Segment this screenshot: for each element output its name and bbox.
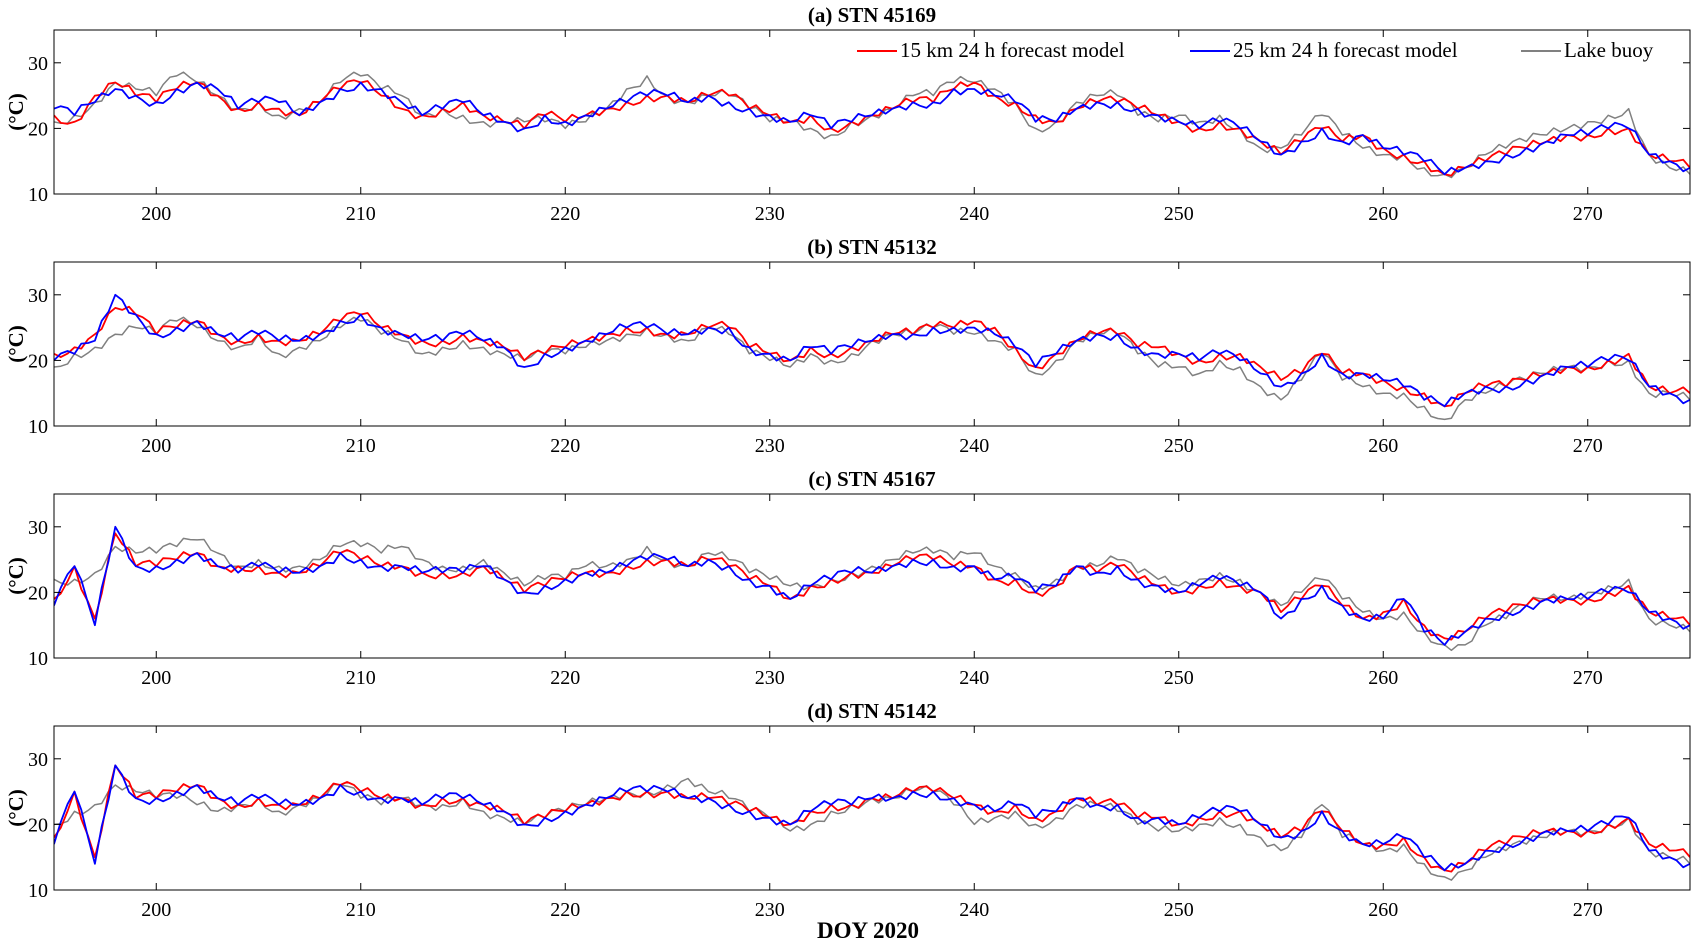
legend-label: 25 km 24 h forecast model (1233, 38, 1458, 62)
series-line (54, 316, 1690, 421)
chart-panels: (a) STN 45169 (°C) 200 210 220 230 240 250 260 27… (4, 3, 1691, 921)
series-line (54, 537, 1690, 652)
series-lines (54, 293, 1690, 421)
x-tick-label: 240 (959, 435, 989, 457)
y-tick-label: 20 (28, 350, 48, 372)
x-tick-label: 270 (1573, 899, 1603, 921)
x-tick-label: 260 (1368, 667, 1398, 689)
series-line (54, 777, 1690, 881)
series-line (54, 71, 1690, 179)
series-line (54, 305, 1690, 408)
series-line (54, 764, 1690, 873)
x-axis-label: DOY 2020 (817, 918, 919, 943)
y-axis-label: (°C) (4, 557, 28, 595)
plot-frame (53, 725, 1691, 891)
x-tick-label: 200 (141, 899, 171, 921)
series-lines (54, 764, 1690, 881)
plot-frame (53, 29, 1691, 195)
y-axis-label: (°C) (4, 789, 28, 827)
legend-label: Lake buoy (1564, 38, 1654, 62)
x-tick-label: 240 (959, 667, 989, 689)
x-tick-label: 270 (1573, 667, 1603, 689)
panel-title: (c) STN 45167 (808, 467, 935, 491)
y-tick-label: 10 (28, 184, 48, 206)
x-tick-label: 250 (1164, 435, 1194, 457)
x-tick-label: 200 (141, 203, 171, 225)
x-tick-label: 270 (1573, 203, 1603, 225)
x-tick-label: 200 (141, 435, 171, 457)
chart-panel: (d) STN 45142 (°C) 200 210 220 230 240 250 260 27… (4, 699, 1691, 921)
panel-title: (a) STN 45169 (808, 3, 936, 27)
y-tick-label: 20 (28, 582, 48, 604)
panel-title: (b) STN 45132 (807, 235, 937, 259)
series-lines (54, 71, 1690, 179)
legend-label: 15 km 24 h forecast model (900, 38, 1125, 62)
y-tick-label: 30 (28, 749, 48, 771)
series-line (54, 293, 1690, 408)
x-tick-label: 250 (1164, 203, 1194, 225)
x-tick-label: 220 (550, 203, 580, 225)
plot-frame (53, 493, 1691, 659)
y-tick-label: 30 (28, 285, 48, 307)
y-tick-label: 10 (28, 880, 48, 902)
y-tick-label: 10 (28, 416, 48, 438)
x-tick-label: 240 (959, 203, 989, 225)
chart-panel: (b) STN 45132 (°C) 200 210 220 230 240 250 260 27… (4, 235, 1691, 457)
x-tick-label: 210 (346, 435, 376, 457)
x-tick-label: 210 (346, 899, 376, 921)
plot-frame (53, 261, 1691, 427)
panel-title: (d) STN 45142 (807, 699, 937, 723)
chart-panel: (a) STN 45169 (°C) 200 210 220 230 240 250 260 27… (4, 3, 1691, 225)
legend: 15 km 24 h forecast model 25 km 24 h fore… (857, 38, 1654, 62)
y-axis-label: (°C) (4, 93, 28, 131)
x-tick-label: 220 (550, 435, 580, 457)
series-line (54, 79, 1690, 177)
x-tick-label: 260 (1368, 899, 1398, 921)
x-tick-label: 230 (755, 203, 785, 225)
x-tick-label: 230 (755, 435, 785, 457)
chart-panel: (c) STN 45167 (°C) 200 210 220 230 240 250 260 27… (4, 467, 1691, 689)
y-tick-label: 30 (28, 53, 48, 75)
series-lines (54, 525, 1690, 652)
y-tick-label: 10 (28, 648, 48, 670)
y-tick-label: 20 (28, 814, 48, 836)
x-tick-label: 210 (346, 203, 376, 225)
x-tick-label: 220 (550, 667, 580, 689)
series-line (54, 81, 1690, 176)
series-line (54, 764, 1690, 872)
series-line (54, 532, 1690, 641)
x-tick-label: 230 (755, 899, 785, 921)
x-tick-label: 270 (1573, 435, 1603, 457)
x-tick-label: 250 (1164, 667, 1194, 689)
y-axis-label: (°C) (4, 325, 28, 363)
x-tick-label: 250 (1164, 899, 1194, 921)
x-tick-label: 210 (346, 667, 376, 689)
x-tick-label: 240 (959, 899, 989, 921)
x-tick-label: 260 (1368, 435, 1398, 457)
x-tick-label: 230 (755, 667, 785, 689)
series-line (54, 525, 1690, 646)
x-tick-label: 220 (550, 899, 580, 921)
y-tick-label: 30 (28, 517, 48, 539)
y-tick-label: 20 (28, 118, 48, 140)
x-tick-label: 260 (1368, 203, 1398, 225)
x-tick-label: 200 (141, 667, 171, 689)
